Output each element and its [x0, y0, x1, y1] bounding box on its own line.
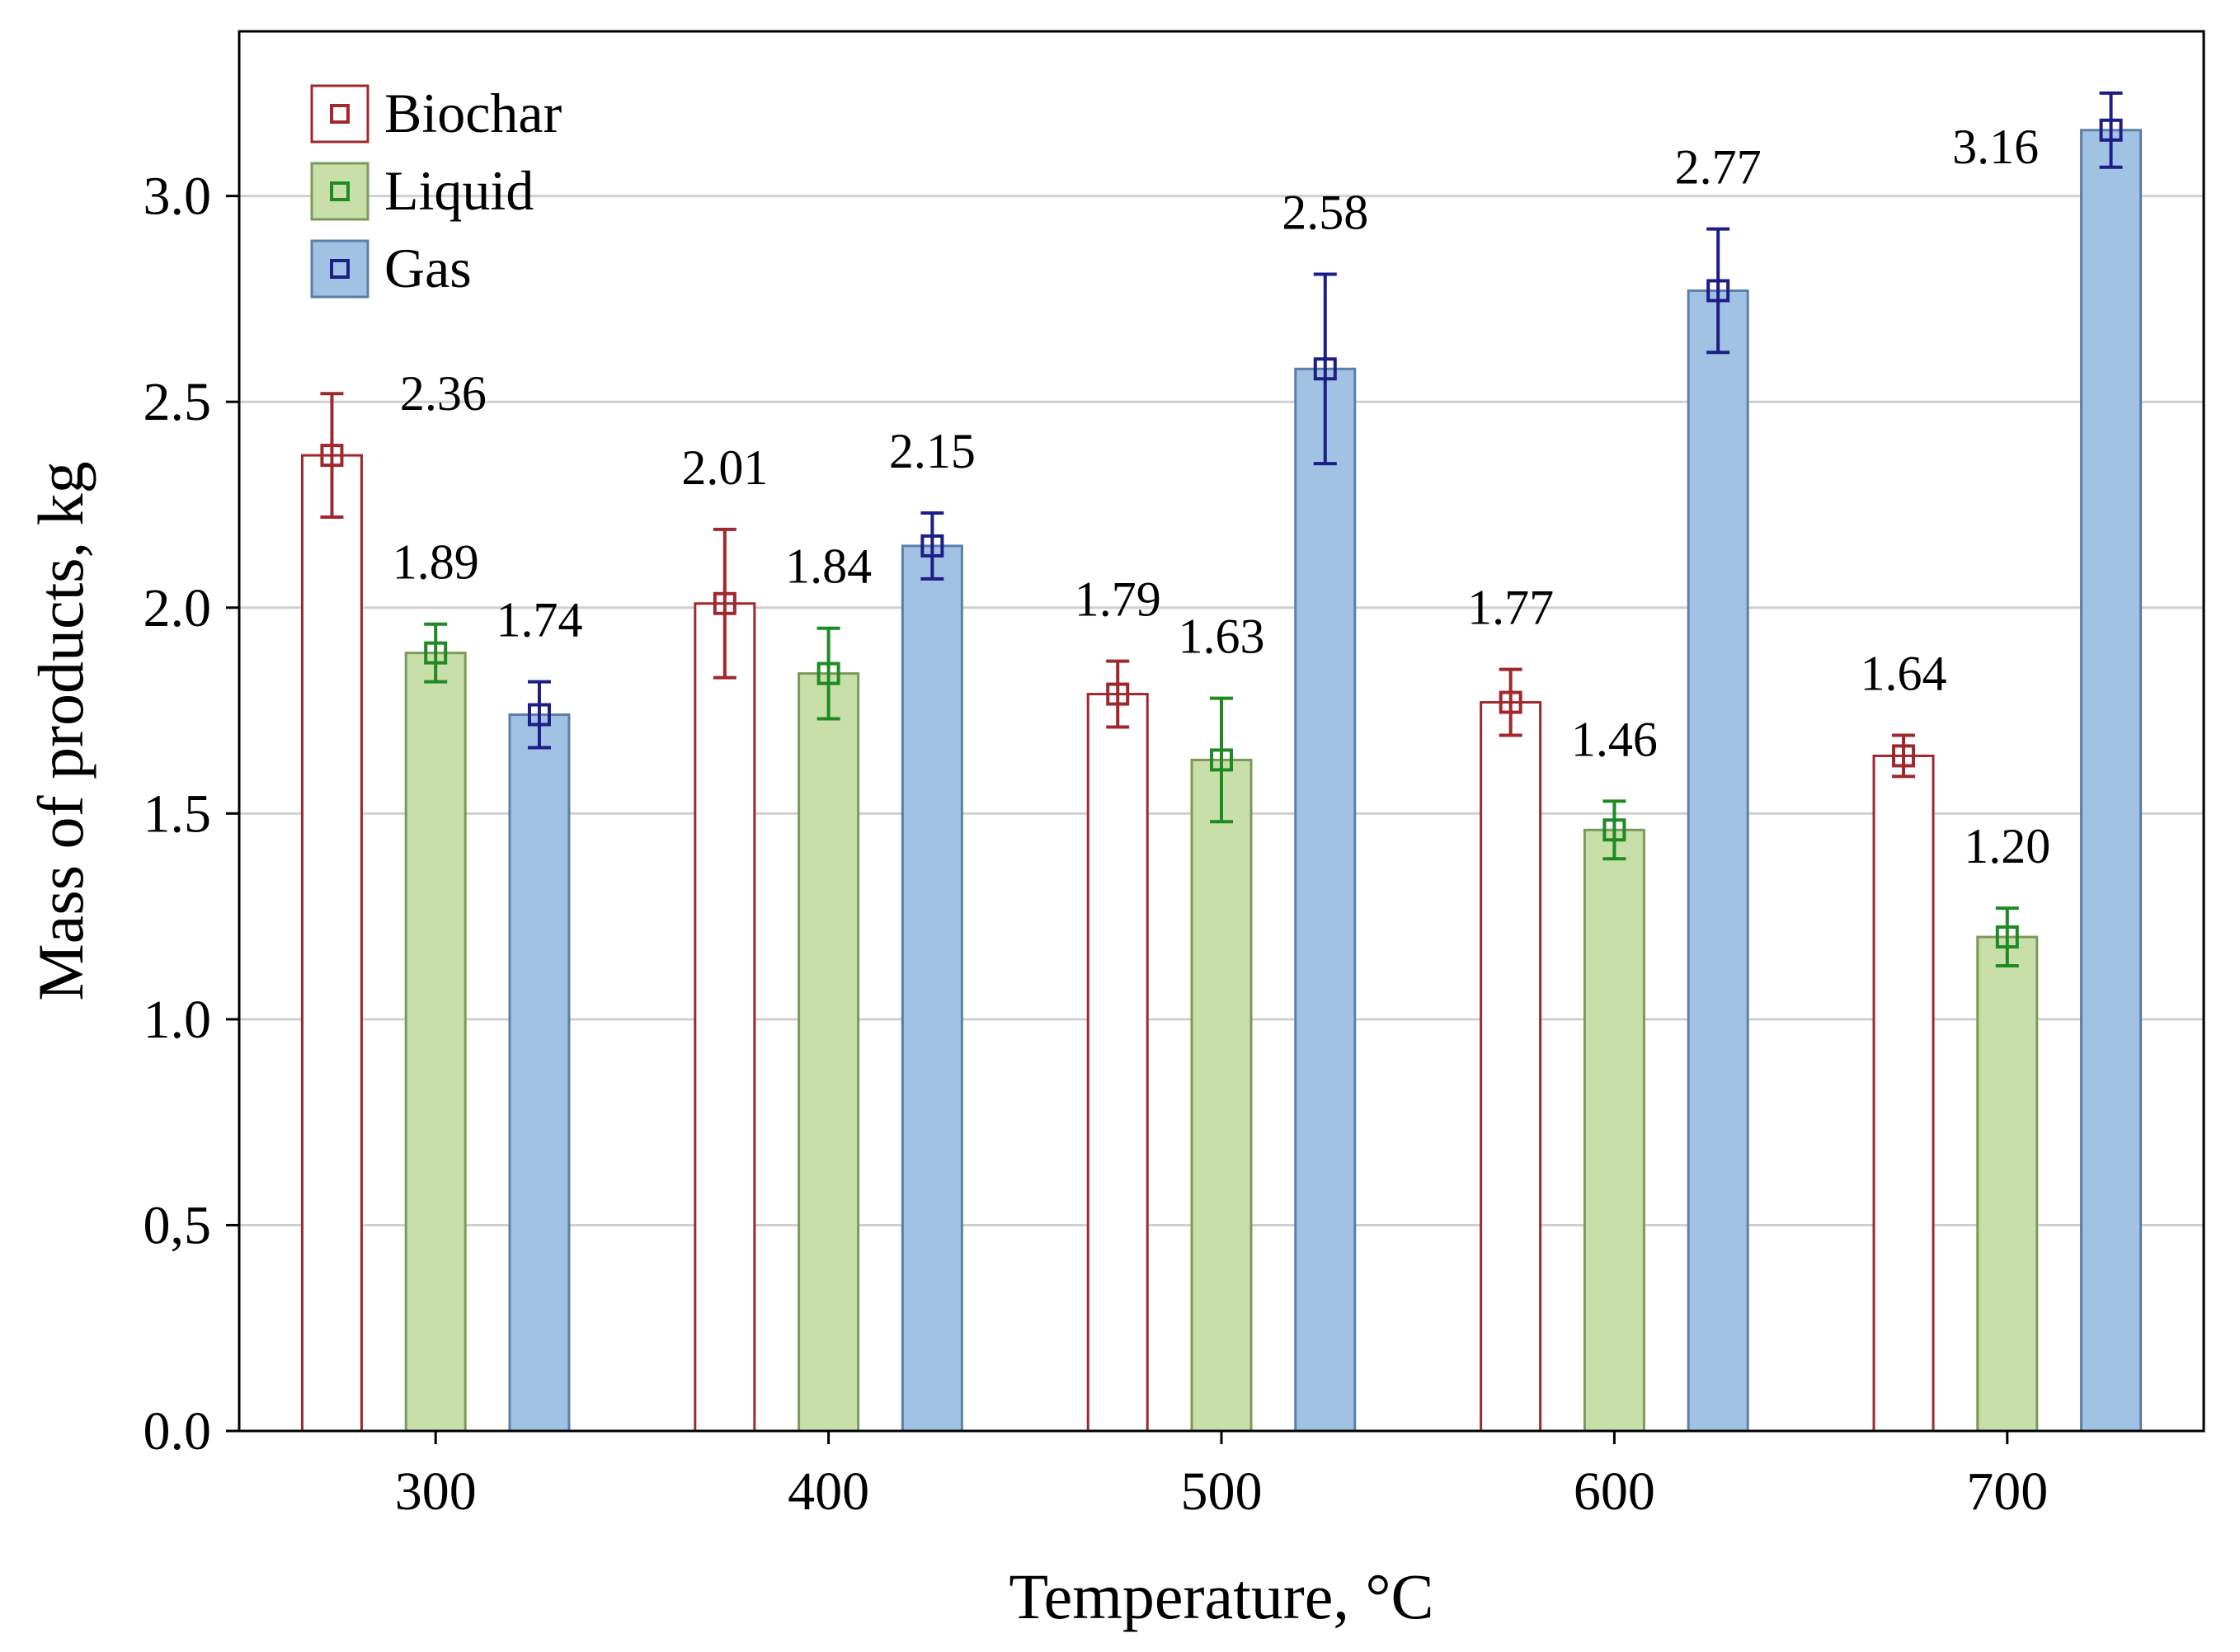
y-tick-label: 0,5 — [144, 1195, 212, 1255]
y-tick-label: 2.5 — [144, 372, 212, 432]
mean-marker — [816, 661, 840, 685]
data-label-liquid: 1.63 — [1179, 609, 1265, 664]
x-tick-label: 400 — [788, 1461, 869, 1522]
x-axis-title: Temperature, °C — [1009, 1560, 1433, 1632]
data-label-biochar: 1.64 — [1861, 646, 1947, 700]
frame-layer — [226, 30, 2205, 1444]
bar-liquid — [1583, 828, 1645, 1433]
y-tick-label: 2.0 — [144, 578, 212, 638]
y-tick-label: 1.5 — [144, 784, 212, 844]
data-label-liquid: 1.84 — [785, 539, 872, 594]
bar-biochar — [694, 602, 756, 1433]
mean-marker — [1602, 818, 1626, 842]
data-label-biochar: 1.77 — [1467, 581, 1554, 635]
legend-marker-gas — [330, 259, 350, 279]
bar-gas — [508, 713, 571, 1433]
mean-marker — [2099, 118, 2123, 142]
bar-liquid — [1976, 935, 2039, 1433]
mean-marker — [1892, 744, 1916, 768]
mean-marker — [424, 641, 448, 665]
y-tick-label: 3.0 — [144, 167, 212, 227]
mean-marker — [1106, 682, 1130, 706]
x-tick-label: 300 — [395, 1461, 477, 1522]
data-label-liquid: 1.89 — [393, 535, 479, 590]
data-label-gas: 1.74 — [496, 593, 582, 647]
mean-marker — [1210, 748, 1233, 772]
x-tick-label: 500 — [1181, 1461, 1263, 1522]
data-label-biochar: 1.79 — [1075, 572, 1161, 627]
legend-label-liquid: Liquid — [384, 159, 534, 222]
legend-swatch-gas — [310, 239, 369, 299]
x-tick-label: 600 — [1574, 1461, 1655, 1522]
bar-gas — [1294, 367, 1357, 1433]
y-axis-title: Mass of products, kg — [25, 461, 96, 1000]
data-label-gas: 2.58 — [1282, 185, 1368, 239]
bar-gas — [1687, 289, 1749, 1433]
mean-marker — [1706, 279, 1730, 303]
y-tick-label: 0.0 — [144, 1401, 212, 1461]
bar-gas — [901, 544, 963, 1433]
mean-marker — [320, 444, 344, 468]
bar-biochar — [1086, 693, 1149, 1433]
legend-marker-liquid — [330, 181, 350, 201]
bar-liquid — [798, 672, 860, 1433]
data-label-liquid: 1.46 — [1571, 712, 1658, 766]
bar-layer — [300, 91, 2143, 1433]
data-label-gas: 3.16 — [1952, 120, 2039, 174]
mean-marker — [920, 534, 944, 558]
mean-marker — [713, 591, 736, 615]
label-layer: 0.0 0,5 1.0 1.5 2.0 2.5 3.0 300 2.36 1.89 1.74 400 2… — [144, 120, 2051, 1522]
legend-marker-biochar — [330, 104, 350, 124]
mean-marker — [1313, 357, 1337, 381]
mean-marker — [527, 703, 551, 727]
data-label-liquid: 1.20 — [1964, 819, 2050, 873]
data-label-biochar: 2.01 — [681, 440, 768, 495]
legend-swatch-biochar — [310, 84, 369, 144]
legend-label-gas: Gas — [384, 237, 472, 299]
data-label-gas: 2.77 — [1675, 140, 1762, 195]
bar-liquid — [1190, 758, 1253, 1433]
data-label-gas: 2.15 — [889, 424, 976, 478]
x-tick-label: 700 — [1966, 1461, 2048, 1522]
legend-swatch-liquid — [310, 162, 369, 221]
legend-label-biochar: Biochar — [384, 82, 562, 144]
bar-gas — [2080, 129, 2143, 1433]
bar-biochar — [300, 454, 363, 1433]
mean-marker — [1499, 690, 1522, 714]
data-label-biochar: 2.36 — [400, 366, 487, 421]
mean-marker — [1995, 925, 2019, 949]
bar-biochar — [1480, 701, 1542, 1433]
legend: Biochar Liquid Gas — [310, 82, 562, 299]
bar-liquid — [404, 652, 467, 1433]
y-tick-label: 1.0 — [144, 990, 212, 1050]
bar-biochar — [1872, 754, 1935, 1433]
